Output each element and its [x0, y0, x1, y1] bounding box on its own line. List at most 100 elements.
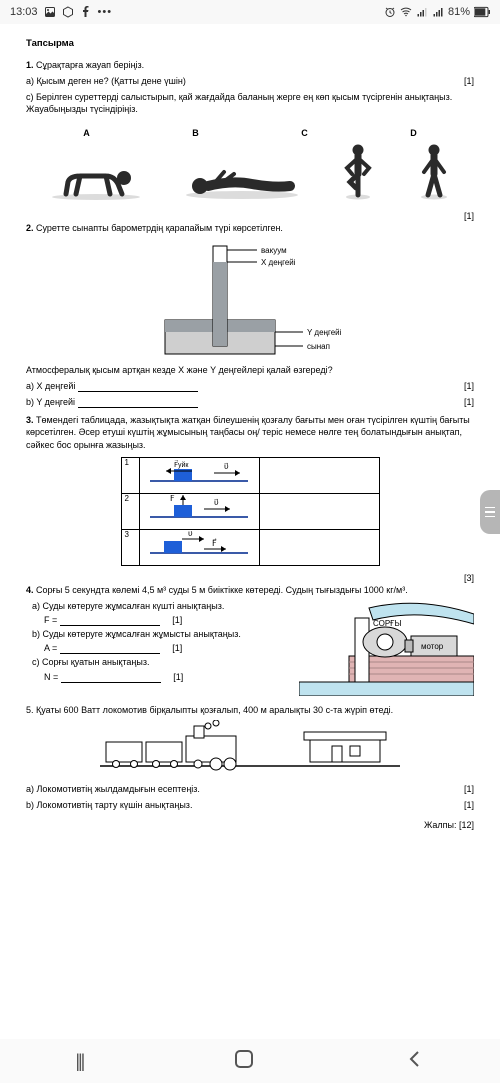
q3-text: Төмендегі таблицада, жазықтықта жатқан б…: [26, 415, 470, 449]
facebook-icon: [80, 6, 92, 18]
q1-a: а) Қысым деген не? (Қатты дене үшін) [1]: [26, 75, 474, 87]
q4-b-mark: [1]: [172, 643, 182, 653]
q2-a: a) Х деңгейі [1]: [26, 380, 474, 392]
table-row: 2 F⃗ υ⃗: [121, 493, 379, 529]
table-row: 1 F⃗уйк υ⃗: [121, 457, 379, 493]
recent-apps-button[interactable]: |||: [75, 1051, 83, 1072]
q4-b-blank[interactable]: [60, 653, 160, 654]
train-figure: [26, 720, 474, 777]
back-button[interactable]: [405, 1049, 425, 1074]
q2-b-text: b) Y деңгейі: [26, 397, 75, 407]
q4-bf: A =: [44, 643, 57, 653]
table-row: 3 υ⃗ F⃗: [121, 529, 379, 565]
q1-c-mark: [1]: [464, 210, 474, 222]
q4-c-blank[interactable]: [61, 682, 161, 683]
signal-icon-2: [432, 6, 444, 18]
hexagon-icon: [62, 6, 74, 18]
q2-a-mark: [1]: [464, 380, 474, 392]
xlevel-label: Х деңгейі: [261, 258, 296, 267]
q3-num: 3.: [26, 415, 34, 425]
pose-figures: [26, 142, 474, 200]
q3-table: 1 F⃗уйк υ⃗ 2: [121, 457, 380, 566]
document-body: Тапсырма 1. Сұрақтарға жауап беріңіз. а)…: [0, 24, 500, 832]
q1-num: 1.: [26, 60, 34, 70]
q2-num: 2.: [26, 223, 34, 233]
pose-d-icon: [414, 142, 454, 200]
svg-text:F⃗: F⃗: [212, 538, 217, 548]
battery-icon: [474, 6, 490, 18]
q2: 2. Суретте сынапты барометрдің қарапайым…: [26, 222, 474, 234]
q2-a-text: a) Х деңгейі: [26, 381, 75, 391]
row3-answer[interactable]: [259, 529, 379, 565]
q4-a-blank[interactable]: [60, 625, 160, 626]
q5-a-mark: [1]: [464, 783, 474, 795]
status-left: 13:03 •••: [10, 6, 112, 18]
q5-a-text: a) Локомотивтің жылдамдығын есептеңіз.: [26, 784, 200, 794]
row3-fig: υ⃗ F⃗: [139, 529, 259, 565]
q5-b: b) Локомотивтің тарту күшін анықтаңыз. […: [26, 799, 474, 811]
svg-text:F⃗уйк: F⃗уйк: [174, 460, 189, 469]
q2-after: Атмосфералық қысым артқан кезде Х және Y…: [26, 364, 474, 376]
vacuum-label: вакуум: [261, 246, 287, 255]
pose-a-icon: [46, 158, 146, 200]
label-a: A: [32, 127, 141, 139]
side-drawer-handle[interactable]: [480, 490, 500, 534]
q2-b: b) Y деңгейі [1]: [26, 396, 474, 408]
svg-text:υ⃗: υ⃗: [224, 462, 229, 471]
status-right: 81%: [384, 6, 490, 18]
q4-cf-row: N = [1]: [44, 671, 291, 683]
row1-fig: F⃗уйк υ⃗: [139, 457, 259, 493]
q1-c: c) Берілген суреттерді салыстырып, қай ж…: [26, 91, 474, 115]
q3: 3. Төмендегі таблицада, жазықтықта жатқа…: [26, 414, 474, 450]
row1-answer[interactable]: [259, 457, 379, 493]
label-c: C: [250, 127, 359, 139]
pump-label-svg: СОРҒЫ: [373, 619, 402, 628]
q1-intro-text: Сұрақтарға жауап беріңіз.: [36, 60, 144, 70]
row3-num: 3: [121, 529, 139, 565]
q4-c: c) Сорғы қуатын анықтаңыз.: [32, 656, 291, 668]
battery-text: 81%: [448, 6, 470, 18]
ylevel-label: Y деңгейі: [307, 328, 342, 337]
wifi-icon: [400, 6, 412, 18]
page-title: Тапсырма: [26, 38, 474, 51]
row2-fig: F⃗ υ⃗: [139, 493, 259, 529]
pump-figure: СОРҒЫ мотор: [299, 600, 474, 696]
signal-icon: [416, 6, 428, 18]
q2-a-blank[interactable]: [78, 391, 198, 392]
total: Жалпы: [12]: [26, 819, 474, 831]
q4-c-mark: [1]: [173, 672, 183, 682]
q4-text: Сорғы 5 секундта көлемі 4,5 м³ суды 5 м …: [36, 585, 408, 595]
pose-b-icon: [182, 164, 302, 200]
motor-label-svg: мотор: [421, 642, 444, 651]
q5-b-mark: [1]: [464, 799, 474, 811]
status-bar: 13:03 ••• 81%: [0, 0, 500, 24]
svg-text:υ⃗: υ⃗: [214, 498, 219, 507]
q1-a-text: а) Қысым деген не? (Қатты дене үшін): [26, 76, 186, 86]
barometer-figure: вакуум Х деңгейі Y деңгейі сынап: [26, 240, 474, 360]
mercury-label: сынап: [307, 342, 330, 351]
more-icon: •••: [98, 6, 113, 18]
pump-area: a) Суды көтеруге жұмсалған күшті анықтаң…: [26, 600, 474, 696]
row2-answer[interactable]: [259, 493, 379, 529]
svg-text:υ⃗: υ⃗: [188, 531, 193, 538]
row1-num: 1: [121, 457, 139, 493]
q4-af: F =: [44, 615, 57, 625]
q4-num: 4.: [26, 585, 34, 595]
q4-af-row: F = [1]: [44, 614, 291, 626]
pose-labels: A B C D: [26, 119, 474, 141]
image-icon: [44, 6, 56, 18]
row2-num: 2: [121, 493, 139, 529]
q5: 5. Қуаты 600 Ватт локомотив бірқалыпты қ…: [26, 704, 474, 716]
navigation-bar: |||: [0, 1039, 500, 1083]
pose-c-icon: [338, 142, 378, 200]
svg-text:F⃗: F⃗: [170, 495, 175, 503]
q2-b-blank[interactable]: [78, 407, 198, 408]
q4-b: b) Суды көтеруге жұмсалған жұмысты анықт…: [32, 628, 291, 640]
q5-b-text: b) Локомотивтің тарту күшін анықтаңыз.: [26, 800, 192, 810]
q4-bf-row: A = [1]: [44, 642, 291, 654]
label-d: D: [359, 127, 468, 139]
q1-a-mark: [1]: [464, 75, 474, 87]
q4: 4. Сорғы 5 секундта көлемі 4,5 м³ суды 5…: [26, 584, 474, 596]
home-button[interactable]: [234, 1049, 254, 1074]
q3-mark: [3]: [464, 572, 474, 584]
